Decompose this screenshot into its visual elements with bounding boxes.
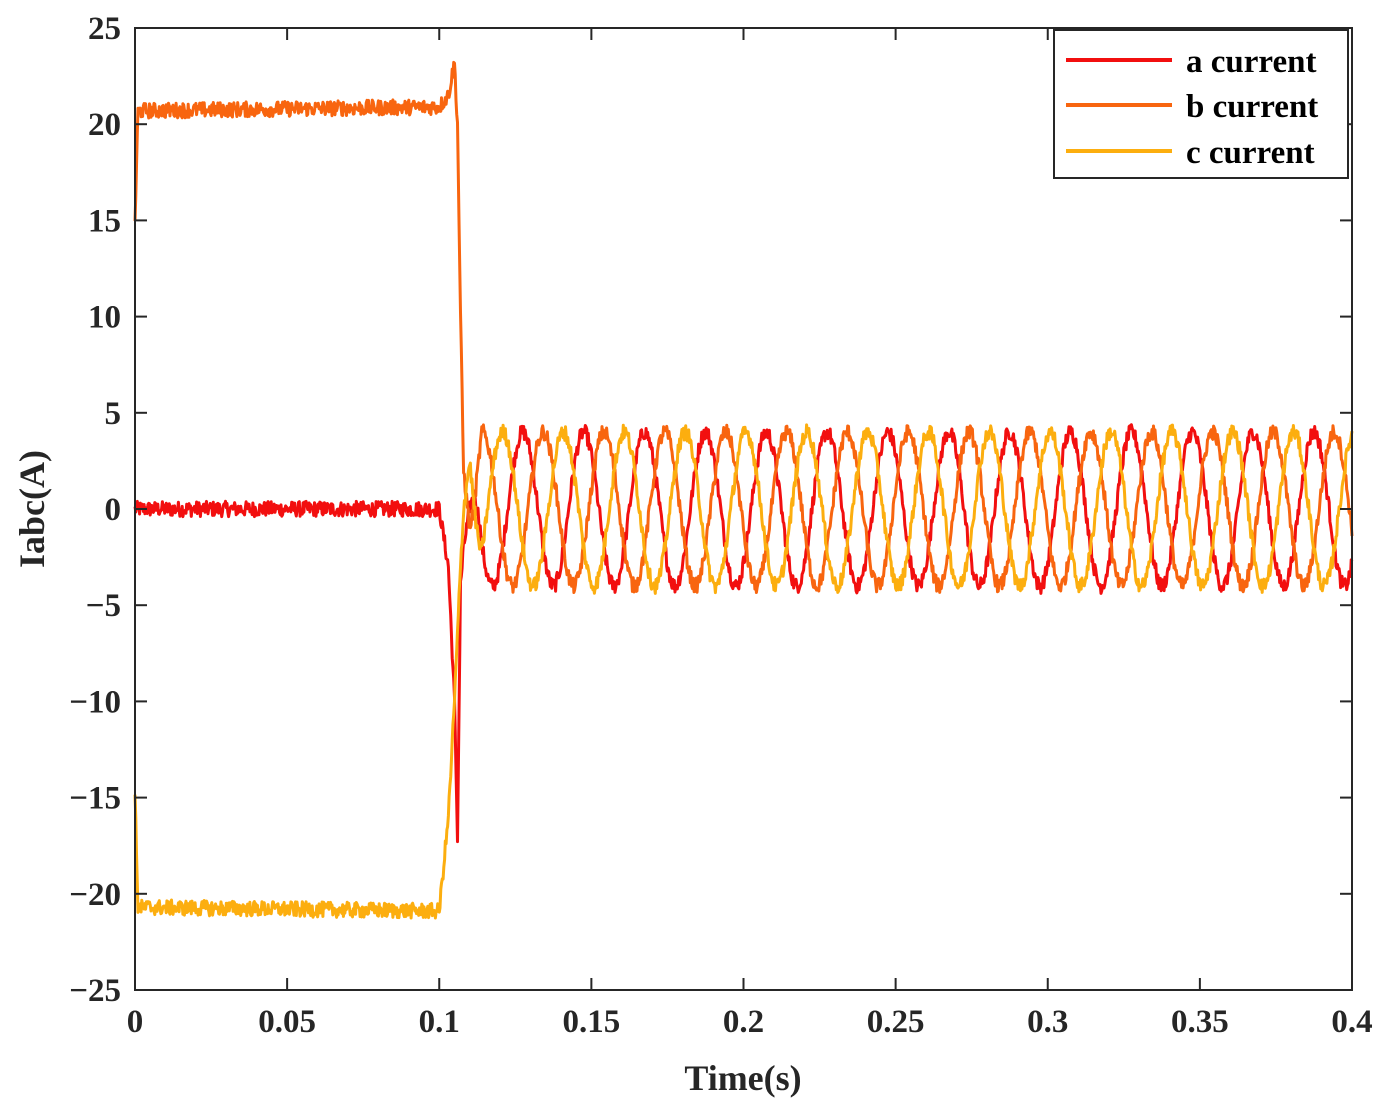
series-layer [133, 60, 1354, 920]
y-tick-label: 20 [88, 107, 121, 143]
x-tick-label: 0.35 [1171, 1004, 1229, 1040]
y-tick-label: −25 [69, 973, 121, 1009]
y-axis-title: Iabc(A) [12, 450, 52, 568]
legend-label-b: b current [1186, 89, 1318, 125]
x-tick-label: 0.3 [1027, 1004, 1068, 1040]
legend-label-c: c current [1186, 135, 1315, 171]
legend: a current b current c current [1053, 29, 1349, 179]
y-tick-label: 0 [105, 492, 122, 528]
legend-label-a: a current [1186, 44, 1316, 80]
y-tick-label: 25 [88, 11, 121, 47]
y-tick-label: −15 [69, 781, 121, 817]
y-tick-label: −20 [69, 877, 121, 913]
x-axis-title: Time(s) [684, 1058, 801, 1098]
y-tick-label: −10 [69, 684, 121, 720]
series-line-3 [133, 423, 1354, 920]
x-tick-label: 0.15 [563, 1004, 621, 1040]
x-tick-label: 0.25 [867, 1004, 925, 1040]
y-tick-label: −5 [86, 588, 121, 624]
y-tick-label: 10 [88, 300, 121, 336]
x-tick-label: 0.4 [1331, 1004, 1372, 1040]
y-tick-label: 15 [88, 203, 121, 239]
x-tick-label: 0 [127, 1004, 144, 1040]
tick-labels-layer: 0 0.05 0.1 0.15 0.2 0.25 0.3 0.35 0.42520151050−… [69, 11, 1372, 1040]
x-tick-label: 0.05 [258, 1004, 316, 1040]
series-line-2 [133, 60, 1354, 594]
x-tick-label: 0.2 [723, 1004, 764, 1040]
y-tick-label: 5 [105, 396, 122, 432]
x-tick-label: 0.1 [419, 1004, 460, 1040]
series-line-1 [133, 423, 1354, 844]
